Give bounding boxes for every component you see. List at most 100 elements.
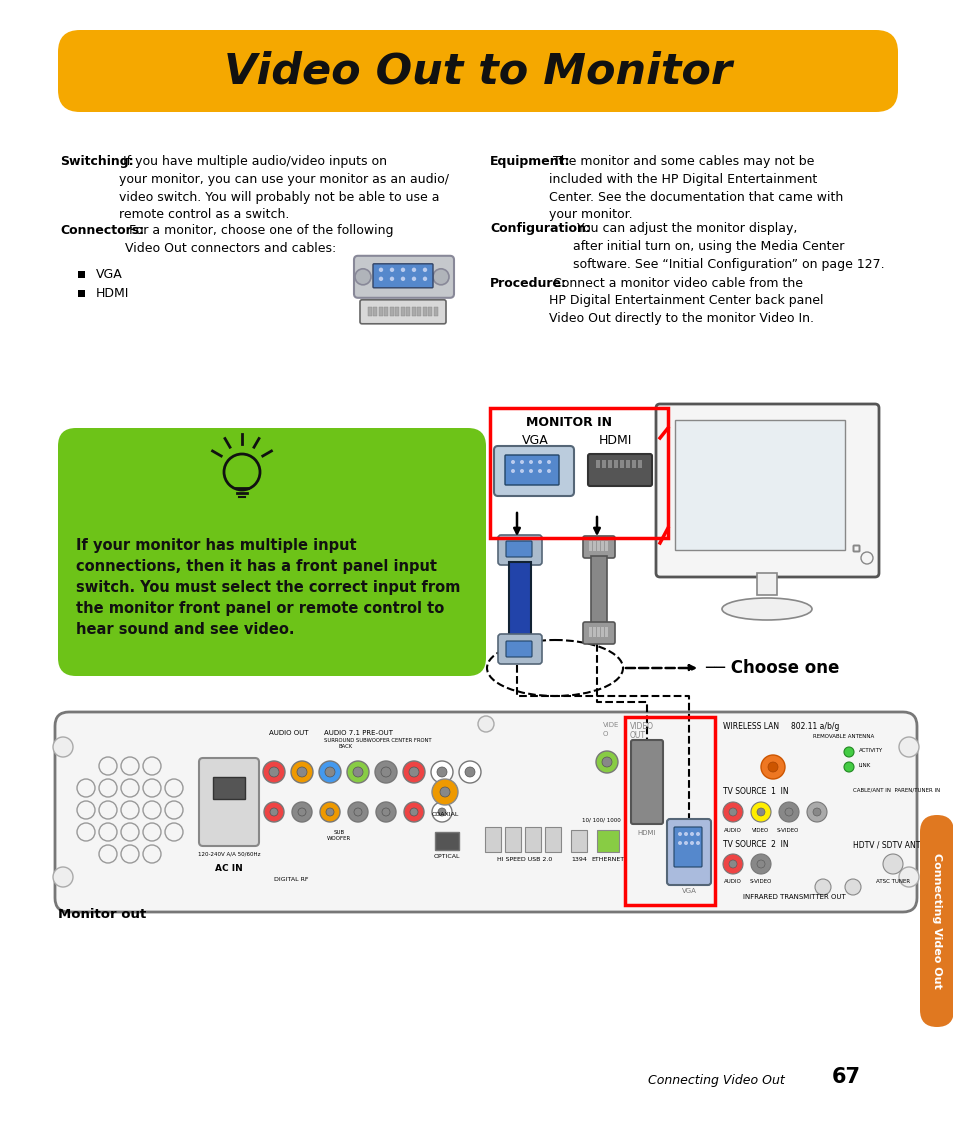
Bar: [213, 777, 245, 798]
Circle shape: [537, 460, 541, 464]
Bar: [593, 541, 596, 551]
Circle shape: [433, 268, 449, 285]
Bar: [597, 830, 618, 852]
Text: S-VIDEO: S-VIDEO: [749, 879, 771, 884]
Circle shape: [898, 867, 918, 887]
Circle shape: [432, 779, 457, 805]
Bar: [571, 830, 586, 852]
Bar: [368, 307, 372, 316]
Circle shape: [375, 761, 396, 783]
FancyBboxPatch shape: [582, 622, 615, 643]
Circle shape: [381, 809, 390, 816]
Text: AUDIO OUT: AUDIO OUT: [269, 730, 308, 736]
FancyBboxPatch shape: [505, 541, 532, 557]
Text: 120-240V A/A 50/60Hz: 120-240V A/A 50/60Hz: [197, 852, 260, 857]
Text: Connect a monitor video cable from the
HP Digital Entertainment Center back pane: Connect a monitor video cable from the H…: [548, 276, 822, 326]
Text: VIDE: VIDE: [602, 722, 618, 728]
Text: HDMI: HDMI: [96, 286, 130, 300]
Bar: [378, 307, 382, 316]
Bar: [604, 627, 607, 637]
Bar: [588, 541, 592, 551]
Circle shape: [844, 879, 861, 895]
Text: AUDIO: AUDIO: [723, 828, 741, 833]
Text: hear sound and see video.: hear sound and see video.: [76, 622, 294, 637]
Text: CABLE/ANT IN  PAREN/TUNER IN: CABLE/ANT IN PAREN/TUNER IN: [852, 787, 940, 792]
Circle shape: [882, 853, 902, 874]
Text: ── Choose one: ── Choose one: [704, 659, 839, 677]
Text: You can adjust the monitor display,
after initial turn on, using the Media Cente: You can adjust the monitor display, afte…: [572, 222, 883, 271]
Text: the monitor front panel or remote control to: the monitor front panel or remote contro…: [76, 601, 444, 617]
Bar: [852, 545, 858, 551]
Circle shape: [378, 267, 383, 272]
Circle shape: [683, 841, 687, 844]
Bar: [406, 307, 410, 316]
Circle shape: [511, 469, 515, 473]
Circle shape: [767, 763, 778, 772]
FancyBboxPatch shape: [497, 535, 541, 565]
Bar: [631, 460, 636, 468]
Bar: [504, 827, 520, 852]
Circle shape: [347, 761, 369, 783]
Text: OUT: OUT: [629, 731, 645, 740]
Circle shape: [318, 761, 340, 783]
Circle shape: [728, 860, 737, 868]
Circle shape: [601, 757, 612, 767]
Circle shape: [53, 737, 73, 757]
Text: REMOVABLE ANTENNA: REMOVABLE ANTENNA: [812, 734, 873, 739]
Circle shape: [678, 841, 681, 844]
Text: MONITOR IN: MONITOR IN: [525, 416, 612, 429]
Text: OPTICAL: OPTICAL: [434, 853, 459, 859]
FancyBboxPatch shape: [58, 428, 485, 676]
Circle shape: [439, 787, 450, 797]
FancyBboxPatch shape: [55, 712, 916, 912]
Circle shape: [843, 747, 853, 757]
Text: AC IN: AC IN: [214, 864, 243, 873]
Circle shape: [519, 469, 523, 473]
Bar: [417, 307, 421, 316]
Text: AUDIO 7.1 PRE-OUT: AUDIO 7.1 PRE-OUT: [324, 730, 393, 736]
FancyBboxPatch shape: [630, 740, 662, 824]
Circle shape: [722, 853, 742, 874]
Text: ACTIVITY: ACTIVITY: [858, 748, 882, 754]
Bar: [588, 627, 592, 637]
Circle shape: [477, 716, 494, 732]
Bar: [852, 545, 858, 551]
Text: TV SOURCE  1  IN: TV SOURCE 1 IN: [722, 787, 788, 796]
Circle shape: [689, 841, 693, 844]
Text: ETHERNET: ETHERNET: [591, 857, 624, 862]
Ellipse shape: [721, 599, 811, 620]
Text: Connecting Video Out: Connecting Video Out: [647, 1074, 784, 1087]
Circle shape: [722, 802, 742, 822]
Bar: [596, 460, 599, 468]
Circle shape: [898, 737, 918, 757]
Circle shape: [354, 809, 361, 816]
Text: If you have multiple audio/video inputs on
your monitor, you can use your monito: If you have multiple audio/video inputs …: [119, 155, 449, 221]
Text: INFRARED TRANSMITTER OUT: INFRARED TRANSMITTER OUT: [742, 894, 845, 900]
Circle shape: [779, 802, 799, 822]
Circle shape: [431, 761, 453, 783]
Circle shape: [436, 767, 447, 777]
FancyBboxPatch shape: [919, 815, 953, 1028]
Circle shape: [537, 469, 541, 473]
Circle shape: [432, 802, 452, 822]
Text: VIDEO: VIDEO: [629, 722, 654, 731]
Bar: [509, 562, 531, 637]
Circle shape: [402, 761, 424, 783]
Text: BACK: BACK: [338, 745, 353, 749]
Text: Switching:: Switching:: [60, 155, 133, 168]
Circle shape: [263, 761, 285, 783]
Circle shape: [296, 767, 307, 777]
Text: COAXIAL: COAXIAL: [431, 812, 458, 818]
Bar: [590, 556, 606, 624]
Text: Video Out to Monitor: Video Out to Monitor: [224, 51, 731, 92]
Circle shape: [348, 802, 368, 822]
Circle shape: [464, 767, 475, 777]
Circle shape: [812, 809, 821, 816]
Text: Monitor out: Monitor out: [58, 909, 146, 921]
FancyBboxPatch shape: [359, 300, 446, 323]
Text: VGA: VGA: [680, 888, 696, 894]
Bar: [78, 271, 85, 277]
Circle shape: [409, 767, 418, 777]
FancyBboxPatch shape: [354, 256, 454, 298]
Text: VGA: VGA: [521, 433, 548, 447]
